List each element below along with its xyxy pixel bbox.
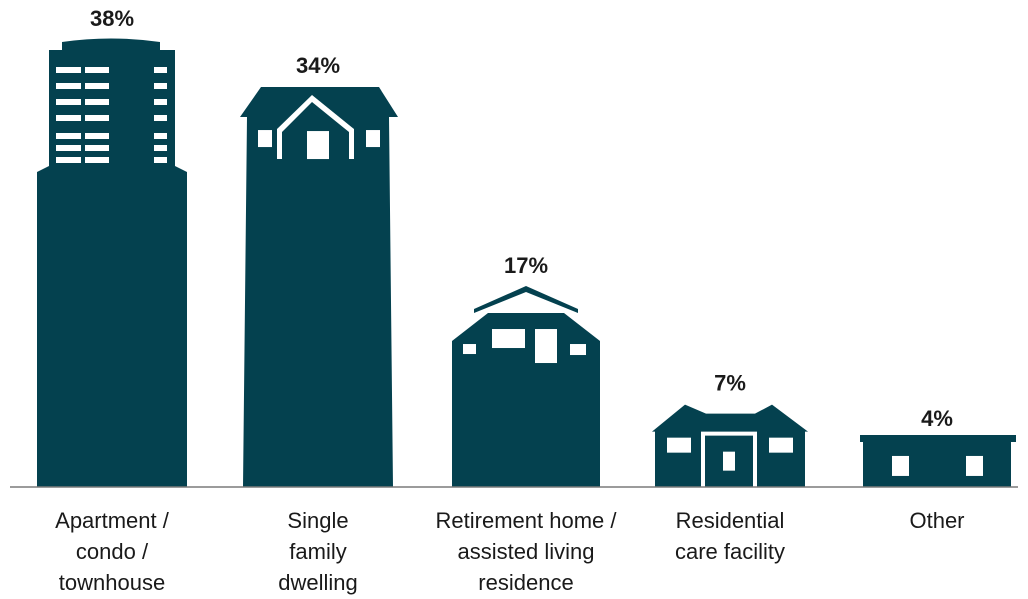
roof-line [474, 286, 578, 314]
category-label: Retirement home / assisted living residenc… [436, 508, 618, 595]
category-label: Other [909, 508, 964, 533]
window [154, 115, 167, 121]
bar: Residential care facility [652, 404, 808, 487]
window [85, 115, 109, 121]
window [154, 157, 167, 163]
window [56, 67, 81, 73]
window [85, 157, 109, 163]
category-label-line: Residential [676, 508, 785, 533]
category-labels: Apartment / condo / townhouse Single family d… [55, 508, 964, 595]
window [56, 115, 81, 121]
category-label-line: Retirement home / [436, 508, 618, 533]
window [667, 437, 691, 453]
window [307, 131, 329, 160]
window [492, 329, 525, 349]
window [56, 83, 81, 89]
bar: Single family dwelling [240, 87, 398, 487]
bar-value-label: 34% [296, 53, 340, 78]
category-label: Apartment / condo / townhouse [55, 508, 170, 595]
apartment-tower-icon [37, 38, 187, 487]
category-label-line: Single [287, 508, 348, 533]
bar: Apartment / condo / townhouse [37, 38, 187, 487]
window [723, 451, 735, 471]
window [56, 133, 81, 139]
window [56, 157, 81, 163]
window [769, 437, 793, 453]
bar: Retirement home / assisted living reside… [452, 286, 600, 487]
category-label-line: condo / [76, 539, 149, 564]
window [966, 455, 983, 476]
value-labels: 38% 34% 17% 7% 4% [90, 6, 953, 431]
category-label: Single family dwelling [278, 508, 358, 595]
category-label-line: townhouse [59, 570, 165, 595]
category-label-line: assisted living [458, 539, 595, 564]
category-label-line: residence [478, 570, 573, 595]
window [154, 67, 167, 73]
window [366, 130, 380, 148]
window [154, 133, 167, 139]
window [85, 67, 109, 73]
category-label-line: family [289, 539, 346, 564]
bar-value-label: 38% [90, 6, 134, 31]
window [85, 133, 109, 139]
window [85, 83, 109, 89]
window [85, 145, 109, 151]
category-label-line: care facility [675, 539, 785, 564]
bar-value-label: 7% [714, 371, 746, 396]
retirement-home-icon [452, 313, 600, 487]
roof-gable-outline [277, 95, 354, 160]
window [85, 99, 109, 105]
house-icon [240, 87, 398, 487]
window [892, 455, 909, 476]
window [56, 99, 81, 105]
bar: Other [860, 434, 1016, 487]
window [154, 99, 167, 105]
category-label-line: Apartment / [55, 508, 170, 533]
window [258, 130, 272, 148]
window [154, 145, 167, 151]
window [154, 83, 167, 89]
category-label-line: dwelling [278, 570, 358, 595]
other-building-icon [860, 434, 1016, 487]
category-label-line: Other [909, 508, 964, 533]
bar-value-label: 4% [921, 406, 953, 431]
bar-value-label: 17% [504, 253, 548, 278]
window [463, 344, 476, 355]
window [570, 344, 586, 356]
category-label: Residential care facility [675, 508, 785, 564]
care-facility-icon [652, 404, 808, 487]
window [56, 145, 81, 151]
window [535, 329, 557, 364]
bars-layer: Apartment / condo / townhouse Single fami… [37, 38, 1016, 487]
